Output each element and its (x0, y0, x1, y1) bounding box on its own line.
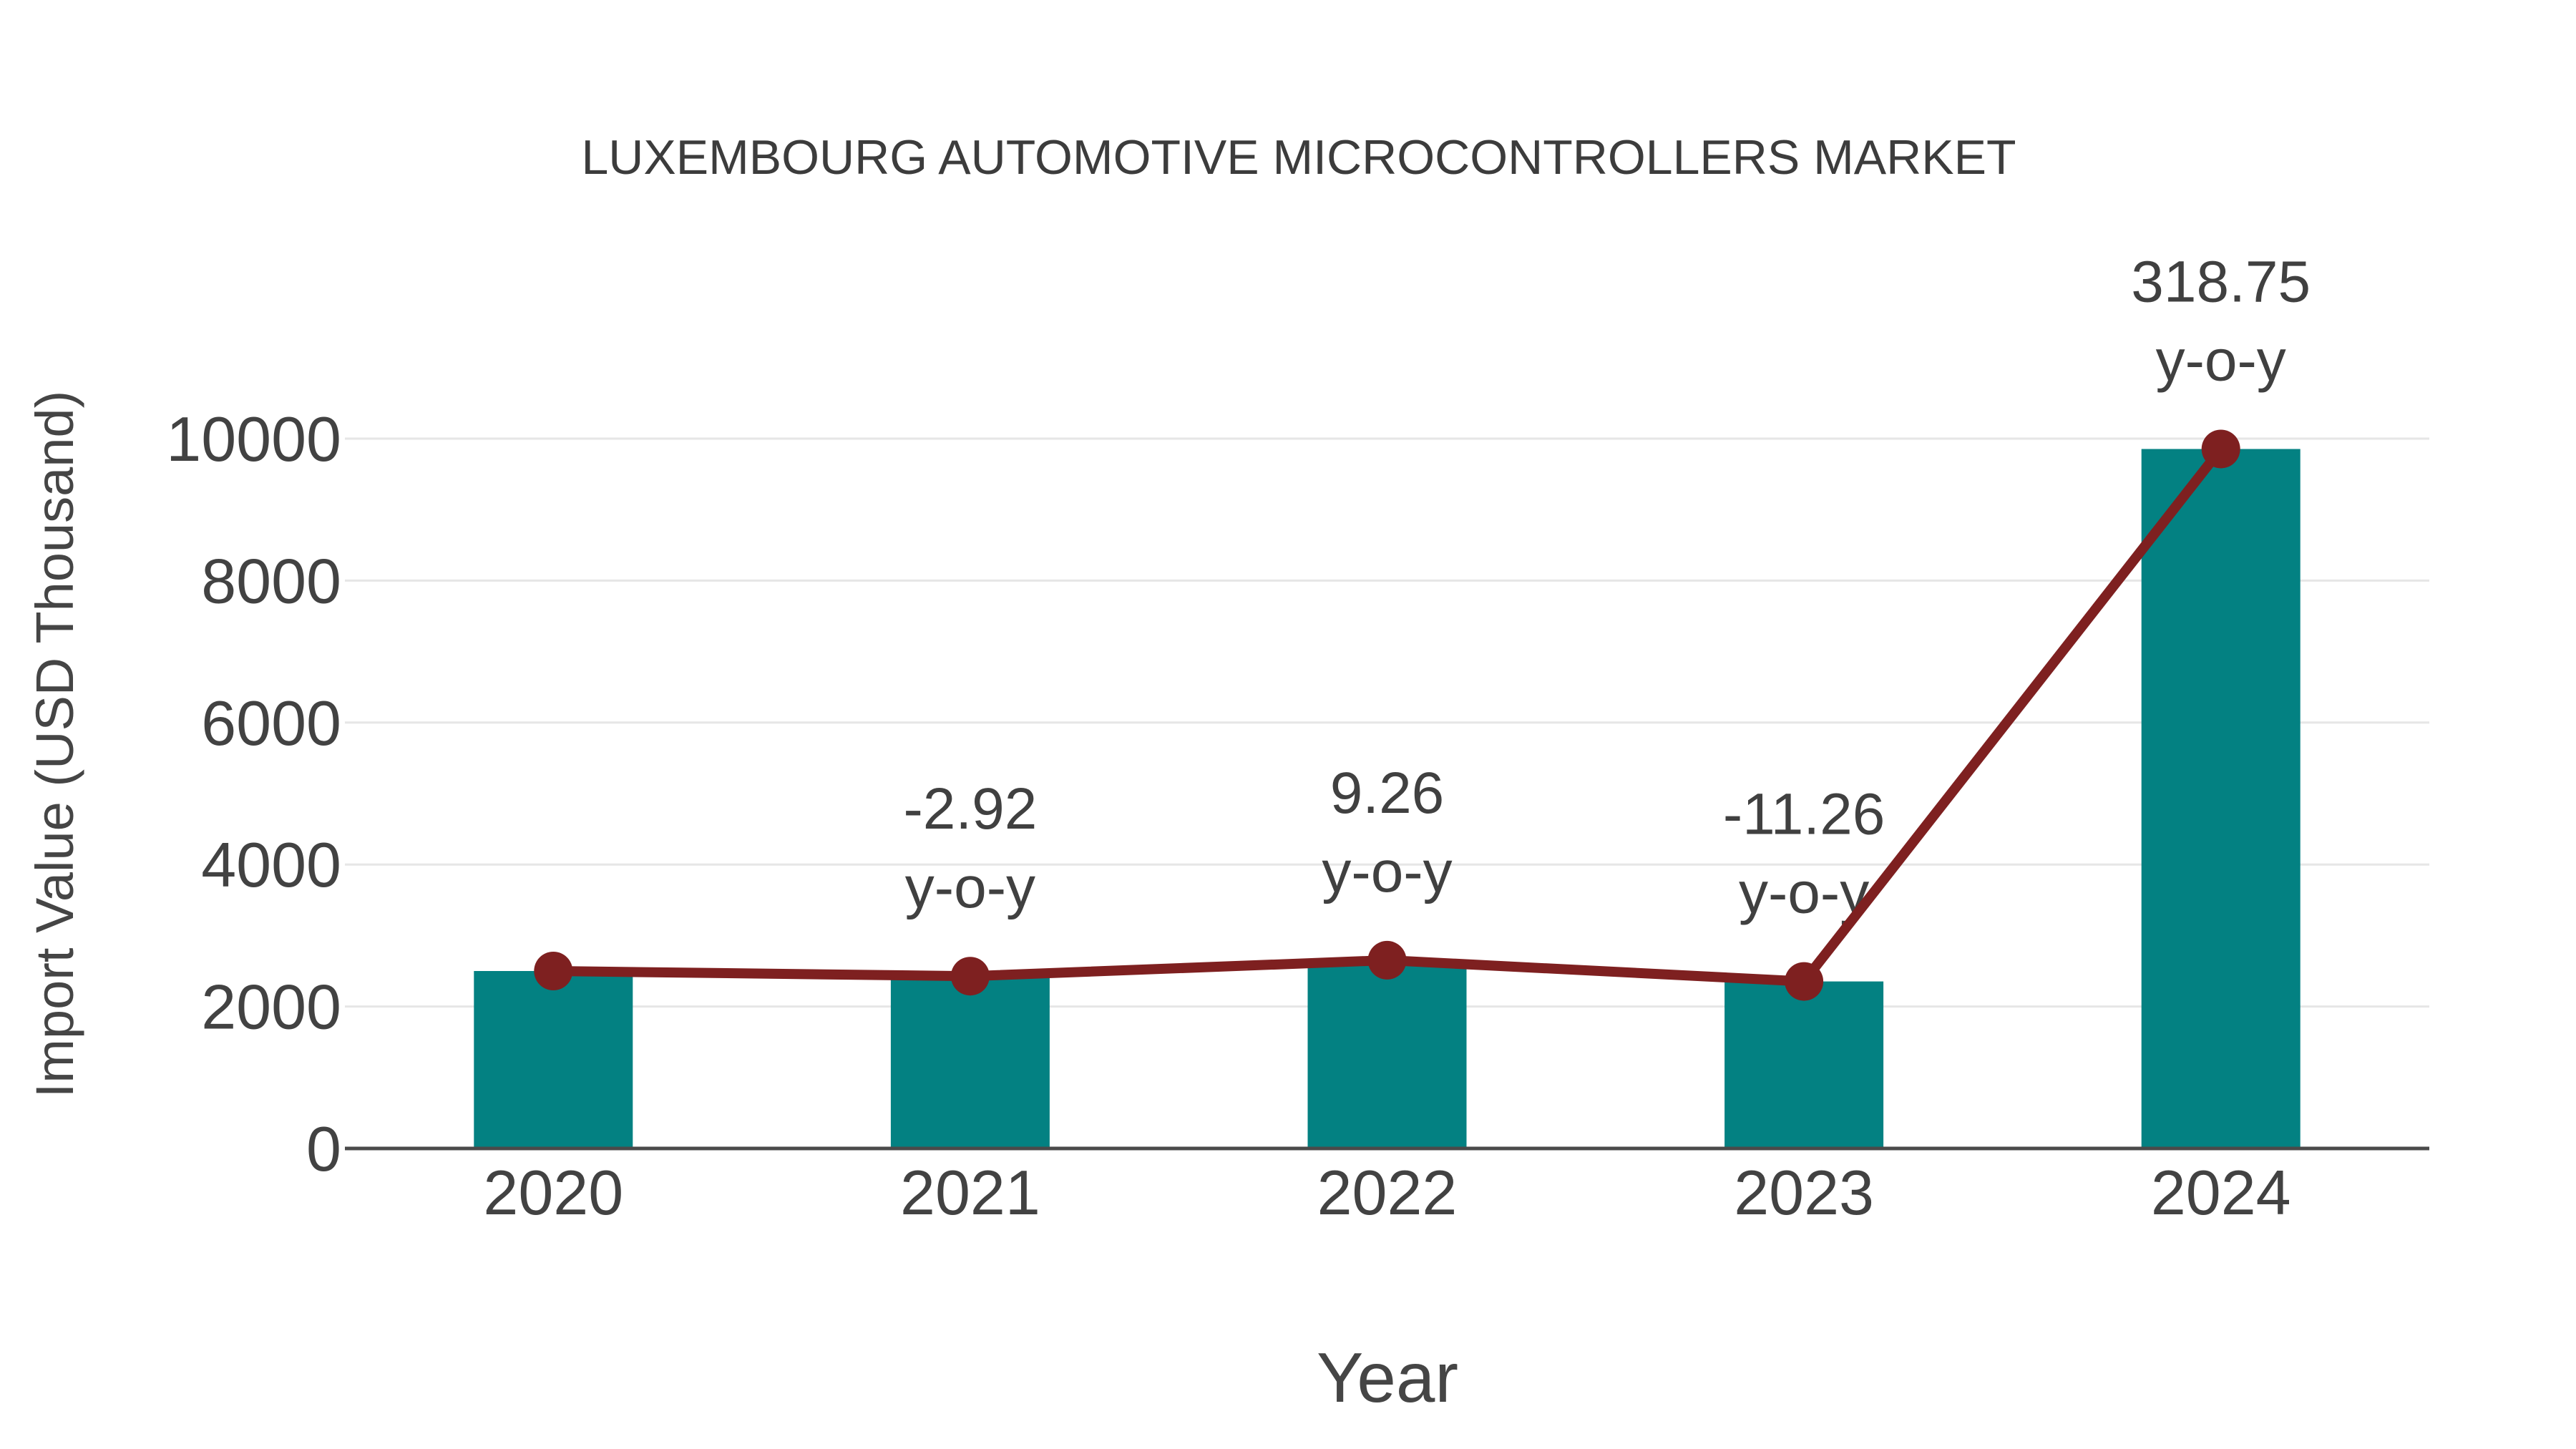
y-tick-label: 0 (306, 1113, 341, 1184)
annotation-value: -2.92 (903, 776, 1037, 841)
x-axis-tick-labels: 2020 2021 2022 2023 2024 (483, 1157, 2290, 1228)
annotation-value: 9.26 (1330, 761, 1445, 826)
annotation-yoy-label: y-o-y (905, 855, 1035, 920)
data-point-marker (1367, 940, 1407, 980)
data-point-marker (950, 957, 990, 996)
y-tick-label: 10000 (166, 404, 341, 474)
y-axis-title: Import Value (USD Thousand) (25, 391, 84, 1098)
x-axis-title: Year (1317, 1338, 1458, 1417)
annotation-yoy-label: y-o-y (1322, 839, 1452, 904)
bar (2141, 449, 2301, 1148)
y-tick-label: 2000 (201, 972, 341, 1043)
x-tick-label: 2022 (1317, 1157, 1458, 1228)
x-tick-label: 2023 (1734, 1157, 1874, 1228)
y-tick-label: 6000 (201, 688, 341, 758)
bar (474, 971, 633, 1148)
gridlines (345, 437, 2429, 1008)
annotation-yoy-label: y-o-y (1739, 861, 1869, 926)
yoy-annotations: -2.92 y-o-y 9.26 y-o-y -11.26 y-o-y 318.75 y-o-… (903, 249, 2311, 925)
bar (890, 976, 1050, 1148)
data-point-marker (534, 952, 573, 990)
bar (1307, 960, 1467, 1148)
y-tick-label: 4000 (201, 829, 341, 900)
y-axis-tick-labels: 0 2000 4000 6000 8000 10000 (166, 404, 341, 1184)
y-tick-label: 8000 (201, 545, 341, 616)
x-tick-label: 2021 (900, 1157, 1040, 1228)
bar (1724, 981, 1884, 1148)
chart-title: LUXEMBOURG AUTOMOTIVE MICROCONTROLLERS M… (581, 130, 2016, 185)
x-tick-label: 2020 (483, 1157, 623, 1228)
annotation-yoy-label: y-o-y (2156, 328, 2286, 393)
trend-line-series (534, 429, 2240, 1001)
x-tick-label: 2024 (2151, 1157, 2291, 1228)
annotation-value: 318.75 (2131, 249, 2311, 314)
data-point-marker (2201, 429, 2240, 469)
data-point-marker (1785, 962, 1824, 1001)
annotation-value: -11.26 (1723, 782, 1885, 847)
bar-series (474, 449, 2301, 1148)
